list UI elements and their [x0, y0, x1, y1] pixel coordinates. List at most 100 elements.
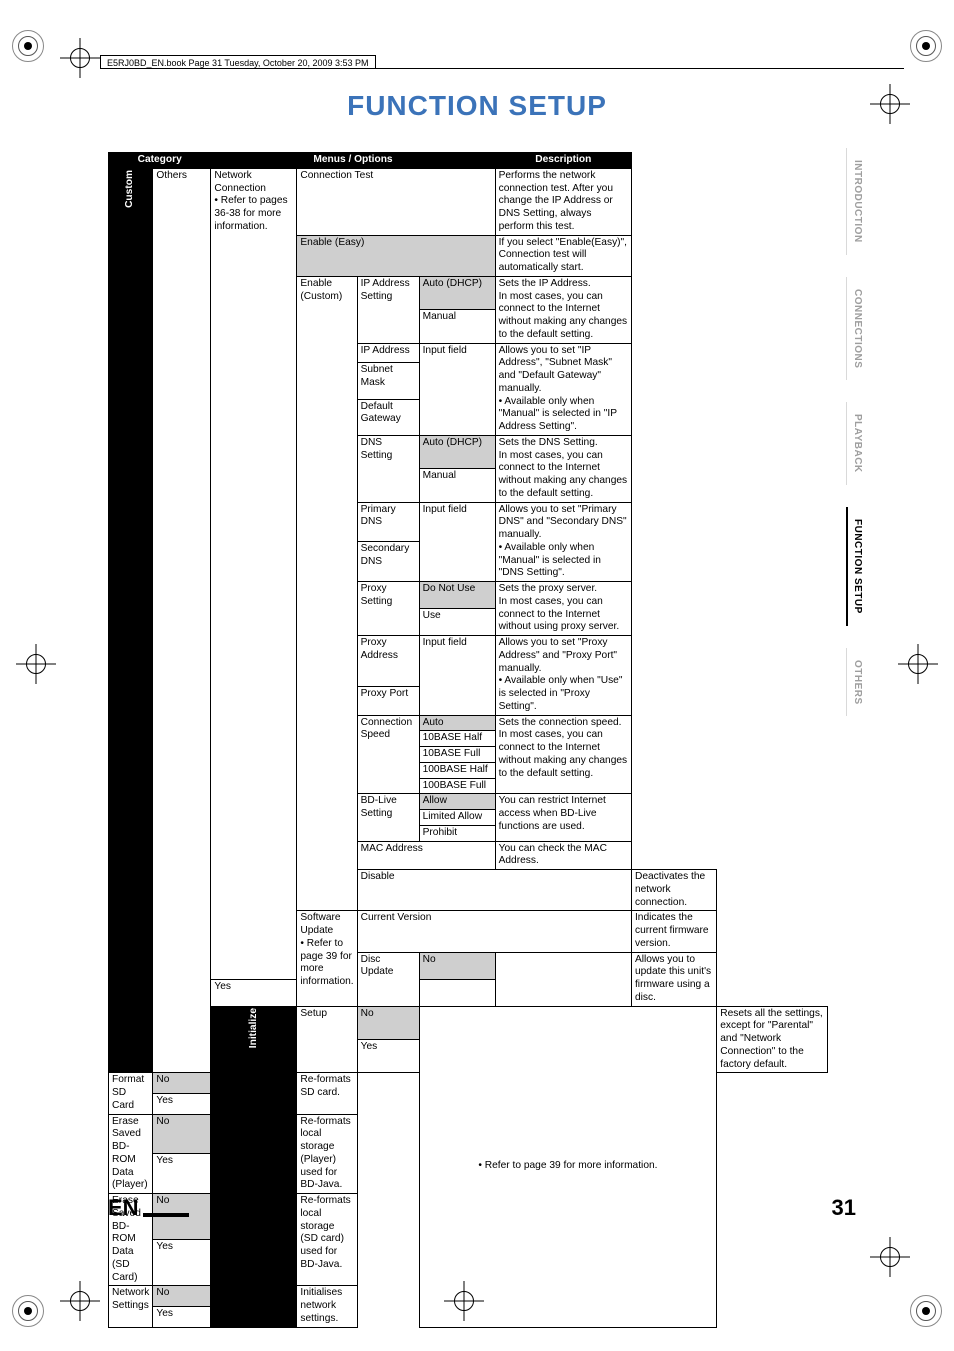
initialize-note: • Refer to page 39 for more information. [419, 1006, 717, 1327]
desc: Performs the network connection test. Af… [495, 168, 631, 235]
opt-10full: 10BASE Full [419, 747, 495, 763]
desc: Sets the proxy server. In most cases, yo… [495, 582, 631, 636]
crop-target [904, 650, 932, 678]
menu-software-update: Software Update • Refer to page 39 for m… [297, 911, 357, 1006]
opt-100full: 100BASE Full [419, 778, 495, 794]
opt-100half: 100BASE Half [419, 762, 495, 778]
desc: Re-formats local storage (SD card) used … [297, 1194, 357, 1286]
menu-enable-custom: Enable (Custom) [297, 276, 357, 911]
category-format-sd: Format SD Card [109, 1073, 153, 1114]
category-setup: Setup [297, 1006, 357, 1073]
category-others: Others [153, 168, 211, 1073]
menu-primary-dns: Primary DNS [357, 502, 419, 542]
menu-default-gateway: Default Gateway [357, 399, 419, 435]
desc: Allows you to update this unit's firmwar… [631, 952, 716, 1006]
col-description: Description [495, 153, 631, 169]
table-header-row: Category Menus / Options Description [109, 153, 828, 169]
tab-connections[interactable]: CONNECTIONS [846, 277, 867, 380]
menu-enable-easy: Enable (Easy) [297, 235, 495, 276]
desc: Sets the IP Address. In most cases, you … [495, 276, 631, 343]
opt-auto: Auto [419, 715, 495, 731]
tab-introduction[interactable]: INTRODUCTION [846, 148, 867, 255]
desc: Re-formats local storage (Player) used f… [297, 1114, 357, 1194]
desc: Allows you to set "IP Address", "Subnet … [495, 343, 631, 435]
table-row: Initialize Setup No • Refer to page 39 f… [109, 1006, 828, 1039]
tab-others[interactable]: OTHERS [846, 648, 867, 717]
table-row: Custom Others Network Connection • Refer… [109, 168, 828, 235]
print-reticle [910, 30, 942, 62]
menu-ip-address: IP Address [357, 343, 419, 363]
opt-prohibit: Prohibit [419, 825, 495, 841]
desc: Indicates the current firmware version. [631, 911, 716, 952]
desc: Initialises network settings. [297, 1286, 357, 1327]
opt-manual: Manual [419, 310, 495, 343]
desc: Resets all the settings, except for "Par… [717, 1006, 828, 1073]
desc: Sets the connection speed. In most cases… [495, 715, 631, 794]
opt-input-field: Input field [419, 636, 495, 716]
opt-auto-dhcp: Auto (DHCP) [419, 276, 495, 309]
menu-mac-address: MAC Address [357, 841, 495, 870]
tab-function-setup[interactable]: FUNCTION SETUP [846, 507, 867, 626]
opt-no: No [357, 1006, 419, 1039]
print-reticle [910, 1295, 942, 1327]
opt-input-field: Input field [419, 343, 495, 435]
opt-yes: Yes [211, 979, 297, 1006]
opt-manual: Manual [419, 469, 495, 502]
menu-connection-speed: Connection Speed [357, 715, 419, 794]
opt-10half: 10BASE Half [419, 731, 495, 747]
opt-input-field: Input field [419, 502, 495, 582]
opt-yes: Yes [357, 1039, 419, 1072]
opt-no: No [153, 1073, 211, 1094]
opt-no: No [419, 952, 495, 979]
crop-target [66, 1287, 94, 1315]
crop-target [66, 44, 94, 72]
menu-secondary-dns: Secondary DNS [357, 542, 419, 582]
crop-target [876, 1243, 904, 1271]
crop-target [22, 650, 50, 678]
opt-yes: Yes [153, 1240, 211, 1286]
menu-network-connection: Network Connection • Refer to pages 36-3… [211, 168, 297, 979]
desc: Sets the DNS Setting. In most cases, you… [495, 435, 631, 502]
desc: You can restrict Internet access when BD… [495, 794, 631, 841]
menu-ip-address-setting: IP Address Setting [357, 276, 419, 343]
desc: Allows you to set "Primary DNS" and "Sec… [495, 502, 631, 582]
menu-current-version: Current Version [357, 911, 631, 952]
opt-no: No [153, 1114, 211, 1154]
menu-connection-test: Connection Test [297, 168, 495, 235]
opt-use: Use [419, 609, 495, 636]
menu-subnet-mask: Subnet Mask [357, 363, 419, 399]
category-network-settings: Network Settings [109, 1286, 153, 1327]
opt-limited-allow: Limited Allow [419, 810, 495, 826]
vcat-custom: Custom [109, 168, 153, 1073]
table-row: Yes [109, 979, 828, 1006]
print-reticle [12, 1295, 44, 1327]
section-tabs: INTRODUCTION CONNECTIONS PLAYBACK FUNCTI… [846, 148, 867, 716]
menu-dns-setting: DNS Setting [357, 435, 419, 502]
menu-proxy-setting: Proxy Setting [357, 582, 419, 636]
opt-auto-dhcp: Auto (DHCP) [419, 435, 495, 468]
opt-yes: Yes [153, 1154, 211, 1194]
opt-yes: Yes [153, 1093, 211, 1114]
opt-yes: Yes [153, 1306, 211, 1327]
pdf-header-rule [100, 68, 904, 69]
opt-allow: Allow [419, 794, 495, 810]
footer-lang: EN [108, 1195, 189, 1221]
desc: You can check the MAC Address. [495, 841, 631, 870]
desc: Re-formats SD card. [297, 1073, 357, 1114]
menu-disc-update: Disc Update [357, 952, 419, 1006]
desc: If you select "Enable(Easy)", Connection… [495, 235, 631, 276]
page-title: FUNCTION SETUP [0, 90, 954, 122]
col-category: Category [109, 153, 211, 169]
opt-no: No [153, 1286, 211, 1307]
col-menus: Menus / Options [211, 153, 495, 169]
menu-proxy-port: Proxy Port [357, 687, 419, 715]
vcat-initialize: Initialize [211, 1006, 297, 1327]
settings-table: Category Menus / Options Description Cus… [108, 152, 828, 1328]
desc: Allows you to set "Proxy Address" and "P… [495, 636, 631, 716]
desc: Deactivates the network connection. [631, 870, 716, 911]
print-reticle [12, 30, 44, 62]
menu-bdlive-setting: BD-Live Setting [357, 794, 419, 841]
menu-proxy-address: Proxy Address [357, 636, 419, 687]
menu-disable: Disable [357, 870, 631, 911]
tab-playback[interactable]: PLAYBACK [846, 402, 867, 485]
